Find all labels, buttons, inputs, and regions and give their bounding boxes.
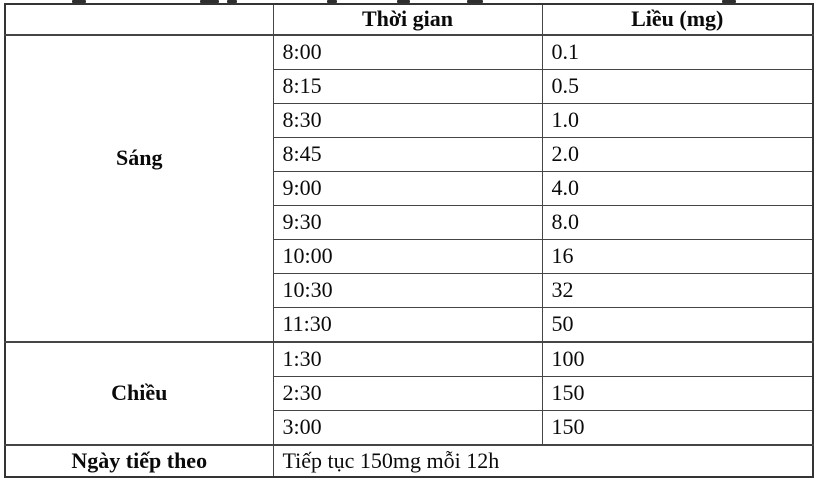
time-cell: 10:30 (272, 273, 543, 308)
dose-cell: 100 (541, 341, 814, 377)
table-footer-row: Ngày tiếp theo Tiếp tục 150mg mỗi 12h (4, 444, 814, 478)
text-fragment (227, 0, 237, 3)
dose-cell: 150 (541, 410, 814, 446)
dose-cell: 32 (541, 273, 814, 308)
table-row: 9:00 4.0 (5, 171, 814, 206)
table-row: 10:00 16 (5, 239, 814, 274)
section-label-morning: Sáng (4, 34, 274, 343)
footer-note: Tiếp tục 150mg mỗi 12h (272, 444, 814, 478)
header-cell-dose: Liều (mg) (541, 3, 814, 36)
table-row: Chiều 1:30 100 (4, 341, 814, 446)
time-cell: 9:00 (272, 171, 543, 206)
time-cell: 9:30 (272, 205, 543, 240)
table-row: 8:30 1.0 (5, 103, 814, 138)
dose-schedule-table: Thời gian Liều (mg) Sáng 8:00 0.1 8:15 0… (4, 3, 814, 478)
dose-cell: 8.0 (541, 205, 814, 240)
table-row: 3:00 150 (5, 410, 814, 446)
table-row: 8:45 2.0 (5, 137, 814, 172)
time-cell: 2:30 (272, 376, 543, 411)
text-fragment (72, 0, 86, 3)
time-cell: 8:00 (272, 34, 543, 70)
text-fragment (327, 0, 337, 3)
dose-cell: 2.0 (541, 137, 814, 172)
text-fragment (200, 0, 219, 3)
time-cell: 8:15 (272, 69, 543, 104)
dose-cell: 1.0 (541, 103, 814, 138)
section-label-afternoon: Chiều (4, 341, 274, 446)
table-row: 8:15 0.5 (5, 69, 814, 104)
footer-label: Ngày tiếp theo (4, 444, 274, 478)
table-row: 9:30 8.0 (5, 205, 814, 240)
table-row: 10:30 32 (5, 273, 814, 308)
text-fragment (397, 0, 410, 3)
dose-cell: 16 (541, 239, 814, 274)
dose-cell: 50 (541, 307, 814, 343)
dose-cell: 0.5 (541, 69, 814, 104)
time-cell: 10:00 (272, 239, 543, 274)
text-fragment (722, 0, 736, 3)
dose-cell: 0.1 (541, 34, 814, 70)
time-cell: 8:45 (272, 137, 543, 172)
time-cell: 11:30 (272, 307, 543, 343)
table-row: Sáng 8:00 0.1 (4, 34, 814, 343)
cropped-text-remnants (0, 0, 815, 4)
time-cell: 3:00 (272, 410, 543, 446)
text-fragment (467, 0, 483, 3)
table-row: 2:30 150 (5, 376, 814, 411)
header-cell-category (4, 3, 274, 36)
dose-cell: 150 (541, 376, 814, 411)
table-header-row: Thời gian Liều (mg) (4, 3, 814, 36)
dose-cell: 4.0 (541, 171, 814, 206)
time-cell: 8:30 (272, 103, 543, 138)
header-cell-time: Thời gian (272, 3, 543, 36)
time-cell: 1:30 (272, 341, 543, 377)
